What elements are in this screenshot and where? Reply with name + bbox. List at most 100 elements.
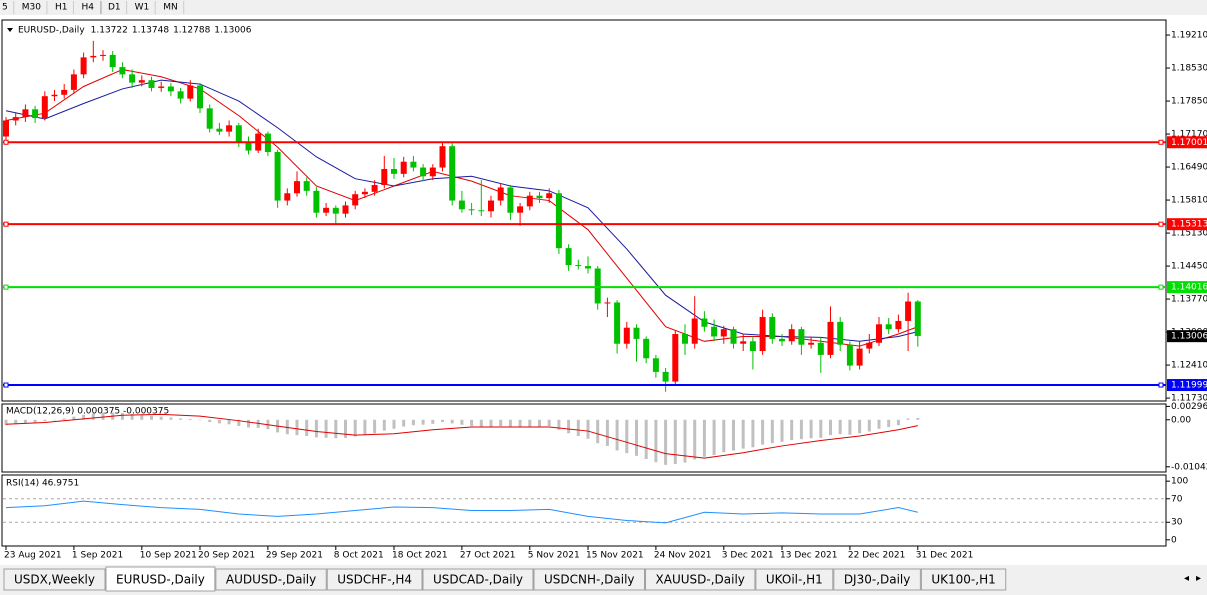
candle-body	[478, 210, 485, 212]
histogram-bar	[363, 419, 367, 436]
histogram-bar	[683, 419, 687, 463]
candle-body	[420, 167, 427, 177]
histogram-bar	[217, 419, 221, 424]
histogram-bar	[547, 419, 551, 427]
histogram-bar	[809, 419, 813, 439]
level-label: 1.17001	[1171, 138, 1207, 148]
candle-body	[177, 91, 184, 99]
candle-body	[371, 185, 378, 192]
candle-body	[517, 206, 524, 213]
histogram-bar	[208, 419, 212, 423]
candle-body	[555, 193, 562, 249]
candle-body	[730, 329, 737, 344]
candle-body	[138, 80, 145, 83]
tab[interactable]	[422, 568, 534, 591]
candle-body	[400, 161, 407, 174]
histogram-bar	[169, 417, 173, 420]
timeframe-button[interactable]: MN	[163, 3, 178, 13]
x-tick-label: 24 Nov 2021	[654, 551, 712, 561]
candle-body	[12, 117, 19, 121]
indicator-line	[5, 413, 918, 459]
ohlc-value: 1.13722	[91, 26, 128, 36]
level-handle	[3, 382, 9, 388]
tab-label[interactable]: XAUUSD-,Daily	[656, 573, 745, 587]
histogram-bar	[188, 418, 192, 420]
candle-body	[449, 146, 456, 201]
tab[interactable]	[645, 568, 756, 591]
candle-body	[759, 317, 766, 352]
candle-body	[206, 108, 213, 129]
candle-body	[245, 142, 252, 151]
tab-label[interactable]: USDCNH-,Daily	[544, 573, 635, 587]
timeframe-button[interactable]: M30	[22, 3, 41, 13]
level-label-bg	[1167, 136, 1207, 149]
scroll-left[interactable]: ◂	[1184, 573, 1189, 584]
x-tick-label: 22 Dec 2021	[848, 551, 906, 561]
candle-body	[119, 67, 126, 75]
tab[interactable]	[533, 568, 646, 591]
tab[interactable]	[920, 568, 1007, 591]
scroll-right[interactable]: ▸	[1196, 573, 1201, 584]
timeframe-button[interactable]: W1	[135, 3, 150, 13]
histogram-bar	[198, 419, 202, 421]
chart-title: EURUSD-,Daily	[18, 26, 85, 36]
x-tick-label: 8 Oct 2021	[334, 551, 384, 561]
tab-label[interactable]: USDX,Weekly	[14, 573, 95, 587]
x-tick-label: 23 Aug 2021	[4, 551, 62, 561]
histogram-bar	[450, 419, 454, 424]
tab-label[interactable]: AUDUSD-,Daily	[226, 573, 316, 587]
tab[interactable]	[833, 568, 921, 591]
x-tick-label: 27 Oct 2021	[460, 551, 516, 561]
tab[interactable]	[3, 568, 106, 591]
timeframe-button[interactable]: 5	[2, 3, 8, 13]
candle-body	[274, 152, 281, 201]
level-handle	[1158, 382, 1164, 388]
candle-body	[885, 324, 892, 330]
y-tick-label: 70	[1171, 494, 1183, 504]
level-handle	[1158, 221, 1164, 227]
level-label-bg	[1167, 218, 1207, 231]
histogram-bar	[887, 419, 891, 427]
candle-body	[303, 181, 310, 191]
histogram-bar	[896, 419, 900, 426]
y-tick-label: 100	[1171, 477, 1188, 487]
histogram-bar	[877, 419, 881, 429]
current-price: 1.13006	[1171, 332, 1207, 342]
histogram-bar	[421, 419, 425, 425]
tab-label[interactable]: DJ30-,Daily	[844, 573, 911, 587]
histogram-bar	[586, 419, 590, 439]
candle-body	[546, 193, 553, 199]
tab-label[interactable]: UK100-,H1	[931, 573, 995, 587]
candle-body	[769, 317, 776, 339]
tab[interactable]	[326, 568, 423, 591]
candle-body	[3, 120, 9, 137]
tab-label[interactable]: EURUSD-,Daily	[116, 573, 205, 587]
tab[interactable]	[215, 568, 327, 591]
candle-body	[497, 187, 504, 201]
candle-body	[749, 341, 756, 352]
candle-body	[352, 194, 359, 206]
histogram-bar	[712, 419, 716, 455]
candle-body	[856, 348, 863, 366]
y-tick-label: 1.14450	[1171, 262, 1207, 272]
indicator-title: MACD(12,26,9) 0.000375 -0.000375	[6, 407, 169, 417]
candle-body	[41, 96, 48, 119]
y-tick-label: 0	[1171, 535, 1177, 545]
tab[interactable]	[755, 568, 834, 591]
candle-body	[585, 266, 591, 269]
histogram-bar	[605, 419, 609, 446]
timeframe-button[interactable]: H4	[81, 3, 94, 13]
histogram-bar	[23, 419, 27, 424]
timeframe-button[interactable]: H1	[55, 3, 68, 13]
histogram-bar	[43, 419, 47, 422]
tab[interactable]	[105, 566, 216, 592]
candle-body	[594, 268, 601, 304]
tab-label[interactable]: USDCHF-,H4	[337, 573, 412, 587]
x-tick-label: 5 Nov 2021	[528, 551, 580, 561]
timeframe-button[interactable]: D1	[108, 3, 121, 13]
candle-body	[216, 128, 223, 132]
histogram-bar	[150, 415, 153, 420]
histogram-bar	[479, 419, 483, 427]
tab-label[interactable]: UKOil-,H1	[766, 573, 823, 587]
tab-label[interactable]: USDCAD-,Daily	[433, 573, 523, 587]
